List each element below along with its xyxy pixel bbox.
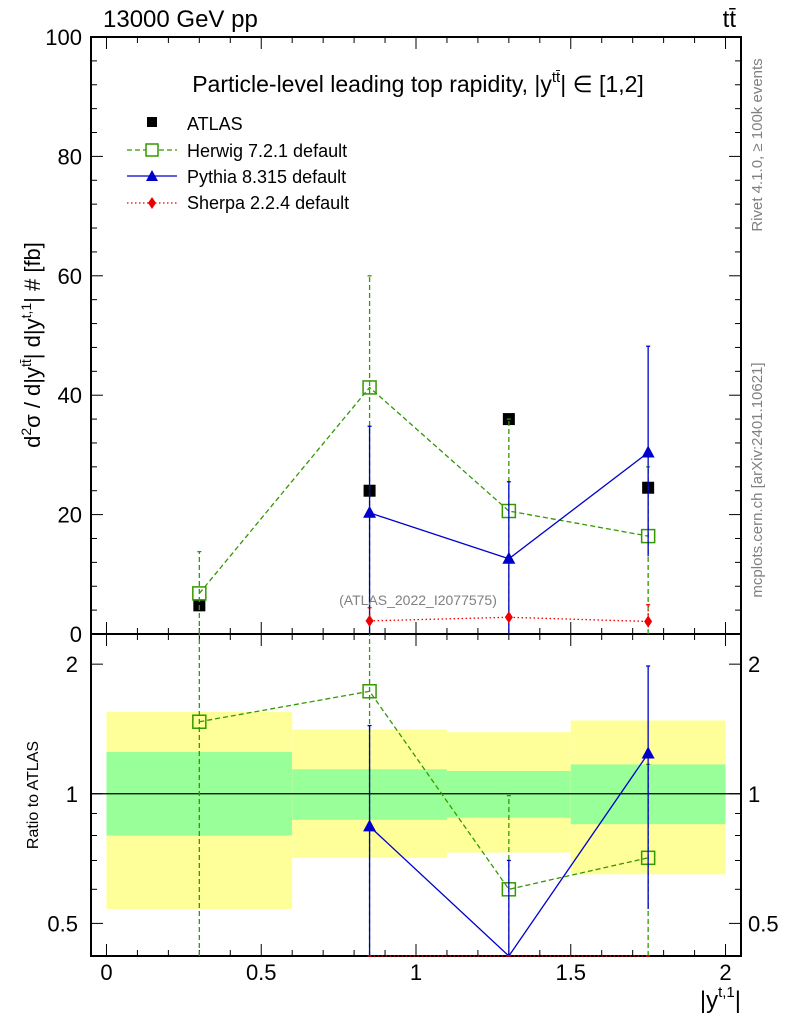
y-tick-label: 80 <box>58 144 82 169</box>
pythia-ratio-marker <box>641 746 655 759</box>
pythia-marker <box>502 551 516 564</box>
energy-label: 13000 GeV pp <box>103 6 258 33</box>
sherpa-marker <box>504 611 513 624</box>
pythia-ratio-marker <box>363 819 377 832</box>
herwig-marker <box>362 380 377 395</box>
legend-atlas-marker <box>147 117 157 127</box>
sherpa-line <box>369 616 649 623</box>
y-tick-label: 20 <box>58 503 82 528</box>
legend-herwig-label: Herwig 7.2.1 default <box>187 141 347 161</box>
legend-sherpa-label: Sherpa 2.2.4 default <box>187 193 349 213</box>
x-tick-label: 1 <box>410 960 422 985</box>
legend-pythia-marker <box>146 170 158 181</box>
ratio-tick-label-right: 2 <box>748 652 760 677</box>
y-tick-label: 100 <box>45 25 82 50</box>
chart-title: Particle-level leading top rapidity, |yt… <box>192 69 644 97</box>
x-tick-label: 0.5 <box>246 960 277 985</box>
legend-atlas-label: ATLAS <box>187 114 243 134</box>
herwig-ratio-marker <box>192 714 207 729</box>
sherpa-marker <box>644 615 653 628</box>
herwig-line <box>198 386 649 594</box>
herwig-marker <box>192 586 207 601</box>
ratio-uncertainty-bands <box>91 711 741 910</box>
pythia-marker <box>641 445 655 458</box>
ratio-tick-label: 0.5 <box>47 911 78 936</box>
pythia-marker <box>363 505 377 518</box>
legend: ATLAS Herwig 7.2.1 default Pythia 8.315 … <box>127 114 349 213</box>
main-series-layer <box>192 275 656 634</box>
x-tick-label: 0 <box>100 960 112 985</box>
ratio-tick-label: 2 <box>66 652 78 677</box>
ratio-series-layer <box>192 634 656 957</box>
y-tick-label: 0 <box>70 622 82 647</box>
ratio-y-axis-label: Ratio to ATLAS <box>25 741 42 849</box>
legend-herwig-marker <box>145 143 159 157</box>
sherpa-marker <box>365 614 374 627</box>
y-tick-label: 60 <box>58 264 82 289</box>
ratio-tick-label: 1 <box>66 782 78 807</box>
analysis-label: (ATLAS_2022_I2077575) <box>339 592 497 608</box>
legend-pythia-label: Pythia 8.315 default <box>187 167 346 187</box>
rivet-label: Rivet 4.1.0, ≥ 100k events <box>749 58 766 231</box>
y-axis-label: d2σ / d|ytt̄| d|yt,1| # [fb] <box>18 242 45 448</box>
y-tick-label: 40 <box>58 383 82 408</box>
ratio-tick-label-right: 0.5 <box>748 911 779 936</box>
mcplots-label: mcplots.cern.ch [arXiv:2401.10621] <box>749 362 766 597</box>
legend-sherpa-marker <box>148 197 156 209</box>
x-tick-label: 2 <box>719 960 731 985</box>
ratio-tick-label-right: 1 <box>748 782 760 807</box>
herwig-ratio-marker <box>362 684 377 699</box>
x-axis-label: |yt,1| <box>700 984 741 1014</box>
x-tick-label: 1.5 <box>555 960 586 985</box>
process-label: tt̄ <box>723 6 737 33</box>
